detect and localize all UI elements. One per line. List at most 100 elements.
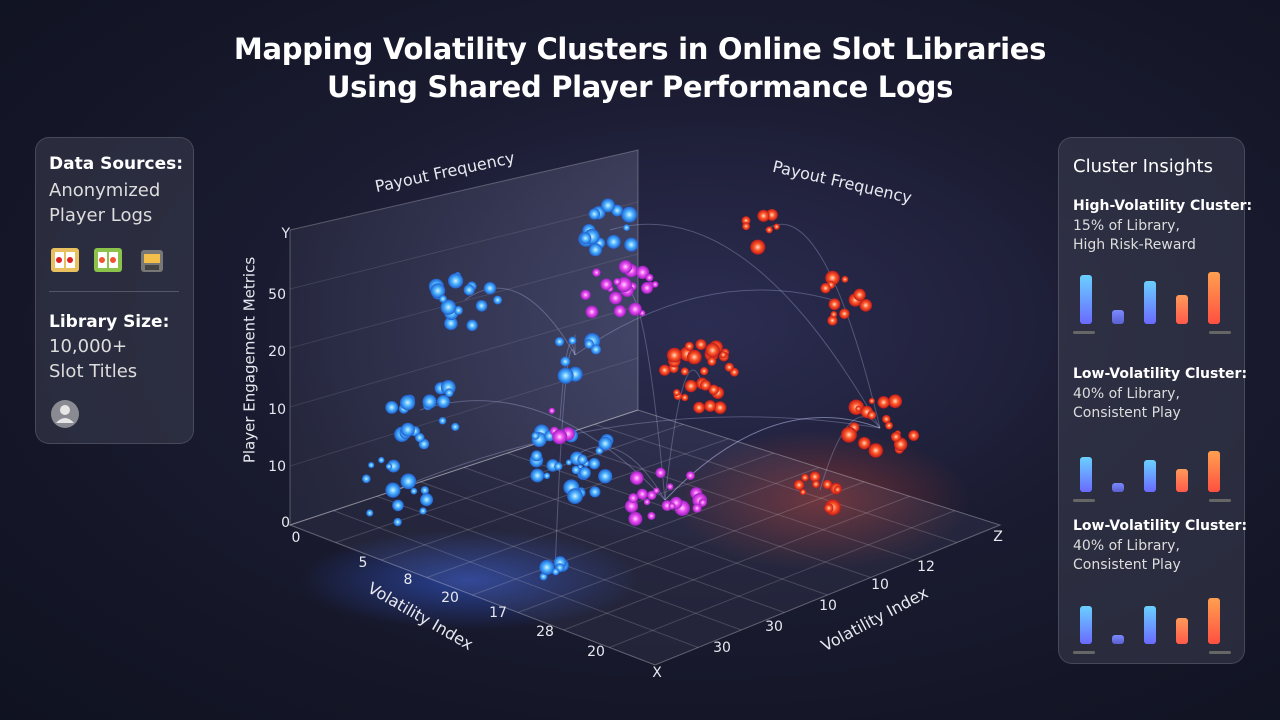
grid-line (420, 481, 785, 613)
cluster-sphere (666, 483, 674, 490)
cluster-sphere (693, 401, 705, 414)
cluster-sphere (567, 488, 583, 504)
cluster-sphere (812, 480, 820, 489)
slot-icon (51, 248, 79, 272)
cluster-sphere (578, 466, 591, 479)
cluster-sphere (687, 349, 702, 365)
cluster-sphere (440, 299, 457, 315)
cluster-sphere (680, 367, 689, 376)
clusters (361, 198, 920, 581)
cluster-sphere (436, 395, 450, 409)
cluster-sphere (400, 473, 417, 490)
bar (1112, 309, 1124, 324)
cluster-sphere (765, 226, 773, 234)
grid-line (335, 423, 684, 543)
link-curve (394, 416, 881, 491)
cluster-sphere (741, 216, 751, 226)
bar (1080, 274, 1092, 324)
cluster-sphere (867, 410, 877, 420)
grid-line (609, 510, 955, 648)
underline (1073, 651, 1095, 654)
sources-panel: Data Sources: Anonymized Player Logs Lib… (35, 137, 194, 444)
cluster-sphere (451, 422, 460, 431)
bar (1112, 635, 1124, 644)
panel-heading: Data Sources: (49, 154, 184, 174)
cluster-sphere (444, 316, 458, 331)
cluster-sphere (609, 291, 623, 305)
link-curve (419, 400, 666, 501)
glow (300, 530, 640, 630)
cluster-sphere (834, 485, 842, 494)
cluster-sphere (684, 341, 694, 351)
cluster-sphere (415, 432, 425, 443)
avatar[interactable] (50, 399, 80, 429)
underline (1209, 331, 1231, 334)
cluster-sphere (655, 467, 666, 478)
grid-line (594, 423, 958, 543)
cluster-sphere (419, 507, 427, 515)
grid-line (463, 467, 828, 596)
cluster-sphere (828, 298, 841, 311)
cluster-sphere (877, 396, 890, 409)
card-heading: Low-Volatility Cluster: (1073, 518, 1248, 534)
cluster-sphere (628, 302, 642, 316)
card-heading: High-Volatility Cluster: (1073, 198, 1253, 214)
cluster-sphere (385, 482, 401, 498)
x-tick-label: 20 (441, 590, 459, 606)
cluster-sphere (724, 362, 734, 372)
cluster-sphere (890, 431, 902, 442)
cluster-sphere (410, 487, 418, 495)
cluster-sphere (585, 305, 599, 319)
cluster-sphere (560, 356, 571, 367)
cluster-sphere (651, 281, 659, 288)
panel-text: Anonymized (49, 180, 161, 201)
cluster-sphere (400, 395, 416, 411)
bar (1144, 280, 1156, 324)
cluster-sphere (438, 417, 447, 425)
bar (1080, 457, 1092, 492)
y-tick-label: Y (280, 226, 290, 242)
cluster-sphere (466, 319, 478, 331)
grid-line (426, 452, 774, 578)
cluster-sphere (531, 450, 543, 462)
cluster-sphere (707, 356, 717, 366)
cluster-sphere (793, 479, 805, 491)
cluster-sphere (366, 509, 374, 517)
bar (1144, 606, 1156, 644)
link-curve (554, 349, 576, 573)
cluster-sphere (882, 414, 891, 424)
cluster-sphere (858, 436, 871, 450)
underline (1209, 499, 1231, 502)
link-curve (559, 343, 576, 421)
card-heading: Low-Volatility Cluster: (1073, 366, 1248, 382)
cluster-sphere (598, 469, 613, 484)
cluster-sphere (666, 347, 682, 363)
cluster-sphere (830, 311, 838, 318)
grid-line (507, 452, 871, 578)
y-axis-title: Player Engagement Metrics (241, 257, 259, 464)
y-tick-label: 10 (268, 459, 286, 475)
cluster-sphere (681, 393, 689, 402)
cluster-sphere (543, 472, 551, 480)
cluster-sphere (551, 568, 560, 576)
cluster-sphere (613, 305, 626, 318)
cluster-sphere (824, 503, 834, 513)
panel-heading: Library Size: (49, 312, 170, 332)
grid-line (550, 438, 914, 561)
bar (1080, 606, 1092, 644)
y-tick-label: 20 (268, 344, 286, 360)
cluster-sphere (686, 471, 695, 480)
wall-label: Payout Frequency (771, 157, 914, 207)
underline (1209, 651, 1231, 654)
cluster-sphere (589, 486, 601, 498)
link-curve (819, 416, 881, 491)
cluster-sphere (839, 308, 850, 319)
cluster-sphere (628, 493, 639, 504)
panel-text: 10,000+ (49, 336, 128, 357)
slot-icon (94, 248, 122, 272)
cluster-sphere (645, 273, 654, 282)
x-tick-label: 8 (404, 572, 413, 588)
cluster-sphere (628, 511, 643, 526)
cluster-sphere (588, 208, 601, 220)
cluster-sphere (539, 559, 555, 575)
